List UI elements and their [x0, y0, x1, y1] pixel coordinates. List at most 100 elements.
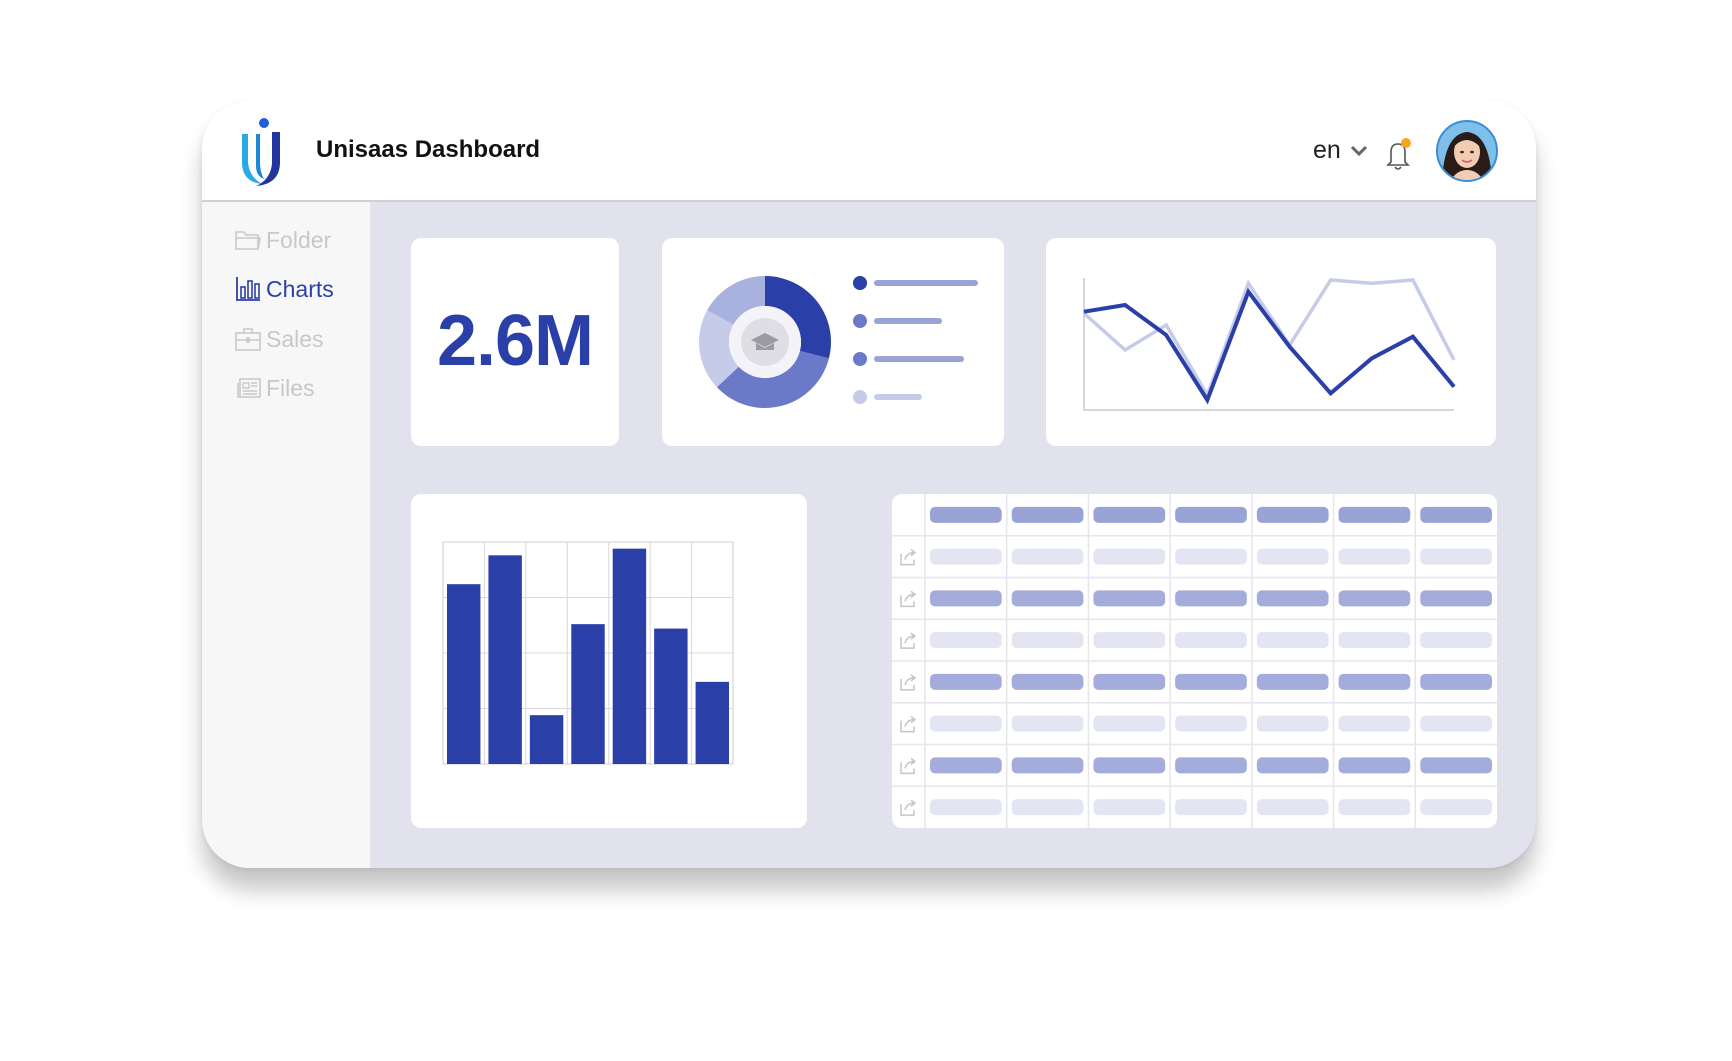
- bell-icon[interactable]: [1382, 136, 1414, 172]
- table-row[interactable]: [900, 590, 1492, 608]
- share-icon[interactable]: [900, 549, 917, 566]
- table-cell-placeholder: [1338, 548, 1411, 565]
- table-cell-placeholder: [1093, 799, 1166, 816]
- bar: [571, 624, 605, 764]
- bar: [488, 555, 522, 764]
- table-cell-placeholder: [1093, 506, 1166, 523]
- table-cell-placeholder: [1011, 757, 1084, 774]
- share-icon[interactable]: [900, 799, 917, 816]
- table-cell-placeholder: [1256, 548, 1329, 565]
- donut-slice: [765, 276, 831, 359]
- table-cell-placeholder: [1175, 506, 1247, 523]
- table-cell-placeholder: [1011, 632, 1084, 649]
- newspaper-icon: [237, 378, 261, 398]
- kpi-value: 2.6M: [436, 301, 594, 381]
- line-series-1: [1083, 287, 1456, 405]
- line-chart-card: [1046, 238, 1496, 446]
- table-cell-placeholder: [1175, 799, 1247, 816]
- table-cell-placeholder: [1338, 506, 1411, 523]
- bar: [529, 715, 564, 764]
- share-icon[interactable]: [900, 716, 917, 733]
- table-cell-placeholder: [1093, 673, 1166, 690]
- table-row[interactable]: [900, 632, 1492, 649]
- bar-chart-card: [411, 494, 807, 828]
- table-cell-placeholder: [930, 673, 1002, 690]
- legend-bar: [874, 280, 978, 286]
- sidebar-item-sales[interactable]: Sales: [234, 323, 324, 355]
- folder-icon: [235, 231, 261, 250]
- dashboard-window: Unisaas Dashboard en: [202, 100, 1536, 868]
- user-avatar[interactable]: [1436, 120, 1498, 182]
- table-cell-placeholder: [1256, 799, 1329, 816]
- line-chart: [1082, 278, 1456, 411]
- legend-bar: [874, 318, 942, 324]
- table-cell-placeholder: [930, 632, 1002, 649]
- legend-bullet: [853, 352, 867, 366]
- table-cell-placeholder: [1420, 632, 1492, 649]
- share-icon[interactable]: [900, 590, 917, 608]
- table-cell-placeholder: [1093, 632, 1166, 649]
- data-table: [892, 494, 1497, 828]
- donut-card: [662, 238, 1004, 446]
- table-cell-placeholder: [1175, 548, 1247, 565]
- table-header-row: [930, 506, 1492, 523]
- table-cell-placeholder: [1338, 632, 1411, 649]
- table-cell-placeholder: [1338, 715, 1411, 732]
- table-cell-placeholder: [1420, 673, 1492, 690]
- chevron-down-icon[interactable]: [1350, 144, 1368, 158]
- unisaas-logo: [242, 118, 280, 186]
- top-bar: Unisaas Dashboard en: [202, 100, 1536, 202]
- table-cell-placeholder: [930, 548, 1002, 565]
- table-cell-placeholder: [1175, 632, 1247, 649]
- bar: [654, 628, 688, 764]
- sidebar-item-folder[interactable]: Folder: [234, 224, 331, 256]
- legend-bullet: [853, 276, 867, 290]
- table-cell-placeholder: [1011, 590, 1084, 607]
- table-cell-placeholder: [1093, 548, 1166, 565]
- table-cell-placeholder: [1338, 757, 1411, 774]
- legend-bullet: [853, 314, 867, 328]
- sidebar-item-label: Files: [266, 374, 315, 401]
- table-row[interactable]: [900, 799, 1492, 816]
- table-cell-placeholder: [1175, 715, 1247, 732]
- table-cell-placeholder: [930, 590, 1002, 607]
- table-cell-placeholder: [1011, 506, 1084, 523]
- table-row[interactable]: [900, 673, 1492, 691]
- share-icon[interactable]: [900, 757, 917, 775]
- table-cell-placeholder: [1338, 673, 1411, 690]
- table-cell-placeholder: [930, 799, 1002, 816]
- table-row[interactable]: [900, 548, 1492, 566]
- sidebar-item-files[interactable]: Files: [234, 372, 315, 404]
- share-icon[interactable]: [900, 632, 917, 649]
- bar: [612, 548, 647, 764]
- table-cell-placeholder: [1420, 799, 1492, 816]
- table-row[interactable]: [900, 757, 1492, 775]
- donut-chart: [699, 276, 978, 408]
- table-cell-placeholder: [1338, 590, 1411, 607]
- share-icon[interactable]: [900, 674, 917, 691]
- bar-chart-icon: [236, 277, 260, 301]
- table-grid: [892, 494, 1497, 828]
- bar: [695, 681, 729, 764]
- graduation-cap-icon: [751, 333, 779, 350]
- legend-bar: [874, 356, 964, 362]
- table-cell-placeholder: [930, 506, 1002, 523]
- table-cell-placeholder: [1011, 548, 1084, 565]
- table-cell-placeholder: [1420, 715, 1492, 732]
- language-selector[interactable]: en: [1313, 136, 1341, 164]
- donut-slice: [707, 276, 765, 325]
- line-series-2: [1082, 278, 1456, 400]
- app-title: Unisaas Dashboard: [316, 136, 541, 163]
- table-cell-placeholder: [1420, 757, 1492, 774]
- sidebar-item-charts[interactable]: Charts: [234, 273, 334, 305]
- notification-dot: [1401, 138, 1411, 148]
- table-row[interactable]: [900, 715, 1492, 733]
- table-cell-placeholder: [1256, 632, 1329, 649]
- donut-slice: [716, 350, 829, 408]
- bar: [447, 584, 481, 764]
- table-cell-placeholder: [1093, 715, 1166, 732]
- table-cell-placeholder: [1093, 757, 1166, 774]
- legend-bar: [874, 394, 922, 400]
- sidebar: Folder Charts Sales Files: [202, 202, 372, 868]
- table-cell-placeholder: [930, 715, 1002, 732]
